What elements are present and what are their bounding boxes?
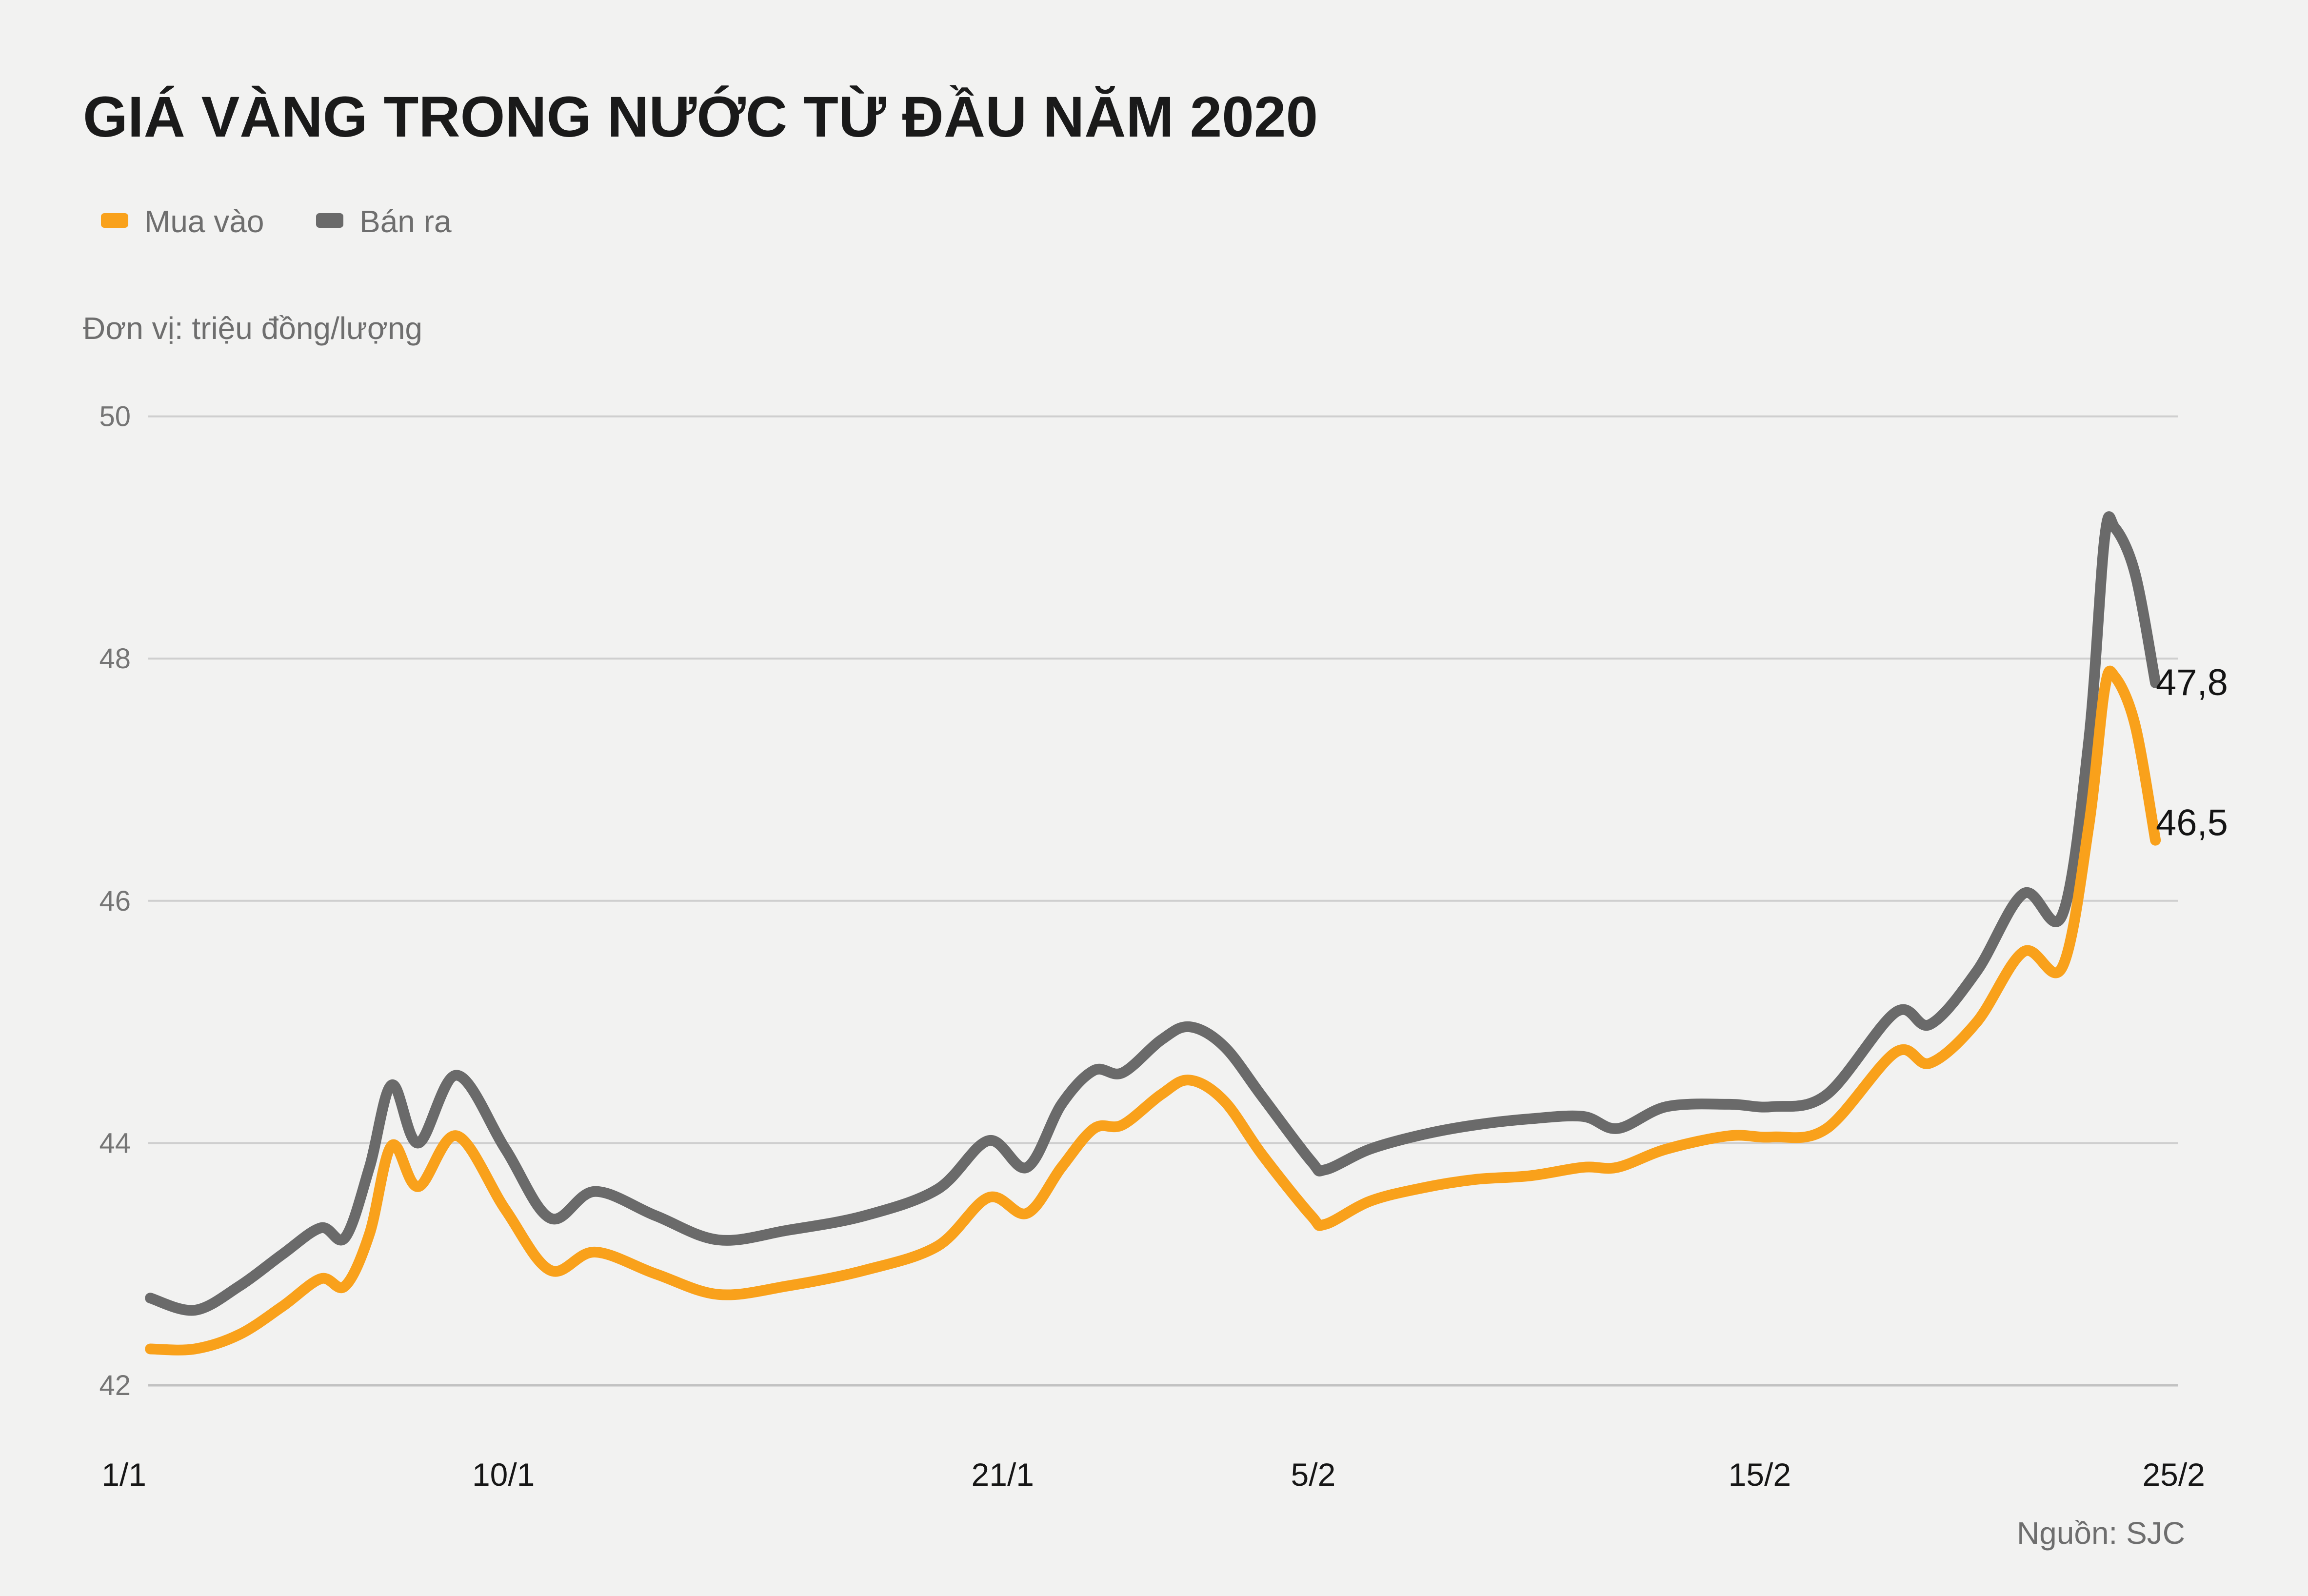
end-label-ban-ra: 47,8	[2156, 662, 2228, 703]
legend-label-mua-vao: Mua vào	[144, 204, 264, 239]
y-tick-label-44: 44	[99, 1127, 131, 1159]
x-axis-labels: 1/1 10/1 21/1 5/2 15/2 25/2	[101, 1456, 2205, 1493]
x-tick-label-1-1: 1/1	[101, 1456, 146, 1493]
y-tick-label-46: 46	[99, 885, 131, 917]
legend-swatch-mua-vao	[101, 213, 128, 228]
x-tick-label-5-2: 5/2	[1291, 1456, 1336, 1493]
series-lines	[145, 511, 2161, 1356]
x-tick-label-10-1: 10/1	[472, 1456, 535, 1493]
x-tick-label-15-2: 15/2	[1729, 1456, 1791, 1493]
unit-subtitle: Đơn vị: triệu đồng/lượng	[83, 311, 422, 346]
legend-swatch-ban-ra	[316, 213, 343, 228]
end-value-labels: 47,8 46,5	[2156, 662, 2228, 844]
legend: Mua vào Bán ra	[101, 204, 452, 239]
chart-title: GIÁ VÀNG TRONG NƯỚC TỪ ĐẦU NĂM 2020	[83, 84, 1318, 149]
line-mua-vao	[145, 665, 2161, 1356]
y-tick-label-42: 42	[99, 1370, 131, 1401]
end-label-mua-vao: 46,5	[2156, 802, 2228, 844]
x-tick-label-21-1: 21/1	[972, 1456, 1034, 1493]
y-axis-labels: 42 44 46 48 50	[99, 401, 131, 1401]
y-tick-label-50: 50	[99, 401, 131, 433]
source-credit: Nguồn: SJC	[2017, 1516, 2185, 1551]
x-tick-label-25-2: 25/2	[2142, 1456, 2205, 1493]
line-ban-ra	[145, 511, 2161, 1316]
legend-label-ban-ra: Bán ra	[359, 204, 452, 239]
y-tick-label-48: 48	[99, 643, 131, 675]
gridlines	[148, 415, 2178, 1387]
